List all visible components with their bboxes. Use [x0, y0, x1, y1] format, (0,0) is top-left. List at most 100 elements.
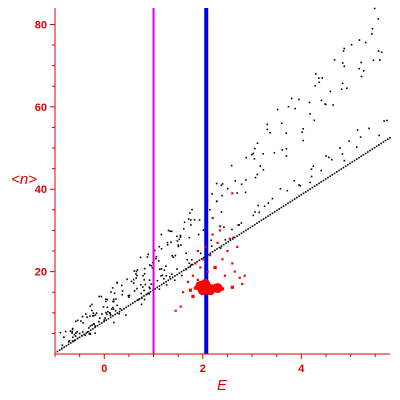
reference-point [140, 303, 143, 306]
reference-point [258, 211, 260, 214]
reference-point [63, 336, 65, 338]
reference-point [134, 300, 136, 303]
reference-point [112, 306, 114, 309]
reference-point [143, 298, 146, 301]
reference-point [242, 231, 245, 233]
reference-point [71, 332, 73, 334]
reference-point [340, 168, 343, 170]
reference-point [67, 343, 70, 346]
reference-point [358, 156, 360, 159]
reference-point [100, 295, 103, 298]
reference-point [179, 234, 182, 237]
reference-point [345, 87, 348, 90]
reference-point [311, 186, 314, 189]
reference-point [189, 212, 191, 214]
reference-point [287, 105, 290, 108]
reference-point [160, 275, 162, 277]
reference-point [92, 323, 95, 325]
reference-point [132, 278, 135, 281]
reference-point [101, 313, 103, 315]
reference-point [82, 322, 84, 324]
reference-point [210, 239, 213, 242]
reference-point [89, 315, 91, 317]
reference-point [221, 194, 223, 197]
reference-point [156, 286, 159, 289]
reference-point [278, 208, 280, 210]
reference-point [148, 286, 151, 289]
reference-point [158, 285, 161, 287]
reference-point [132, 302, 134, 304]
reference-point [265, 216, 267, 219]
reference-point [176, 235, 178, 238]
reference-point [364, 41, 367, 44]
ticks: 0 2 4 20 40 60 80 [35, 19, 376, 375]
x-axis-label: E [217, 377, 228, 394]
reference-point [174, 275, 176, 277]
reference-point [375, 145, 378, 148]
reference-point [133, 290, 136, 292]
highlight-point [238, 276, 241, 279]
reference-point [158, 288, 161, 290]
highlight-point [206, 270, 209, 273]
reference-point [256, 222, 258, 225]
reference-point [141, 286, 144, 288]
y-tick-label: 80 [35, 19, 47, 31]
reference-point [332, 104, 334, 106]
reference-point [150, 283, 153, 285]
reference-point [125, 314, 127, 316]
reference-point [165, 275, 168, 277]
reference-point [91, 324, 93, 326]
reference-point [89, 305, 91, 307]
reference-point [92, 315, 94, 317]
reference-point [256, 173, 259, 176]
reference-point [132, 282, 135, 284]
reference-point [252, 214, 255, 217]
reference-point [136, 287, 138, 290]
reference-point [74, 335, 77, 337]
reference-point [327, 156, 330, 159]
reference-point [344, 165, 347, 168]
reference-point [371, 27, 374, 30]
reference-point [180, 244, 182, 246]
reference-point [91, 309, 93, 312]
highlight-point [199, 266, 202, 269]
reference-point [349, 162, 351, 165]
reference-point [210, 245, 213, 247]
highlight-point [211, 284, 215, 288]
reference-point [69, 330, 72, 332]
reference-point [342, 50, 345, 52]
reference-point [341, 62, 344, 64]
reference-point [178, 272, 181, 274]
reference-point [121, 290, 124, 292]
reference-point [356, 129, 359, 131]
reference-point [95, 312, 98, 314]
reference-point [71, 331, 74, 333]
reference-point [139, 284, 142, 286]
reference-point [221, 183, 224, 185]
reference-point [103, 319, 106, 321]
reference-point [112, 300, 114, 303]
reference-point [98, 320, 100, 323]
reference-point [128, 294, 131, 297]
reference-point [240, 183, 243, 186]
reference-point [94, 325, 96, 327]
reference-point [160, 268, 163, 270]
reference-point [249, 226, 252, 229]
reference-point [120, 284, 123, 287]
highlight-point [216, 241, 219, 244]
reference-point [98, 323, 101, 326]
reference-point [150, 264, 153, 267]
reference-point [61, 347, 63, 350]
reference-point [170, 273, 173, 275]
reference-point [320, 181, 323, 183]
reference-point [370, 33, 373, 35]
reference-point [155, 257, 157, 260]
highlight-point [226, 249, 229, 253]
reference-point [245, 229, 247, 232]
reference-point [102, 306, 105, 308]
reference-point [58, 349, 61, 351]
highlight-point [223, 274, 227, 277]
reference-point [238, 224, 240, 226]
reference-point [254, 176, 257, 179]
reference-point [140, 296, 143, 299]
